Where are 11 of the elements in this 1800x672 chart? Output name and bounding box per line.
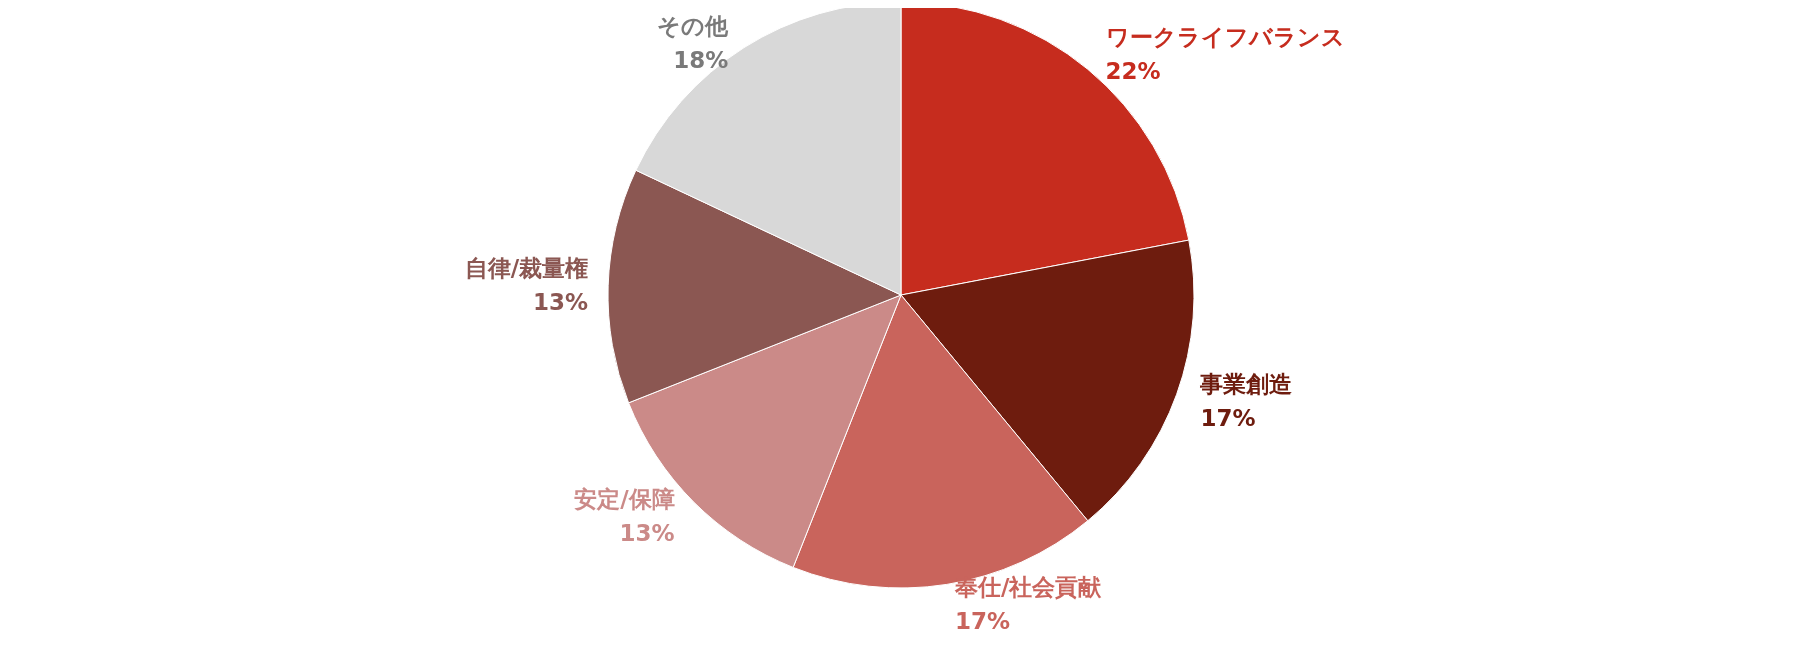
slice-label: 安定/保障 xyxy=(574,486,675,513)
data-label: 18% xyxy=(673,47,729,73)
slice-label: 自律/裁量権 xyxy=(464,255,589,282)
data-label: 13% xyxy=(619,520,675,547)
data-label: 17% xyxy=(1200,405,1256,432)
slice-label: ワークライフバランス xyxy=(1105,23,1345,50)
slice-label: 事業創造 xyxy=(1199,371,1293,398)
data-label: 22% xyxy=(1105,57,1161,84)
data-label: 17% xyxy=(954,608,1011,635)
data-label: 13% xyxy=(533,289,589,316)
slice-label: その他 xyxy=(657,13,730,39)
